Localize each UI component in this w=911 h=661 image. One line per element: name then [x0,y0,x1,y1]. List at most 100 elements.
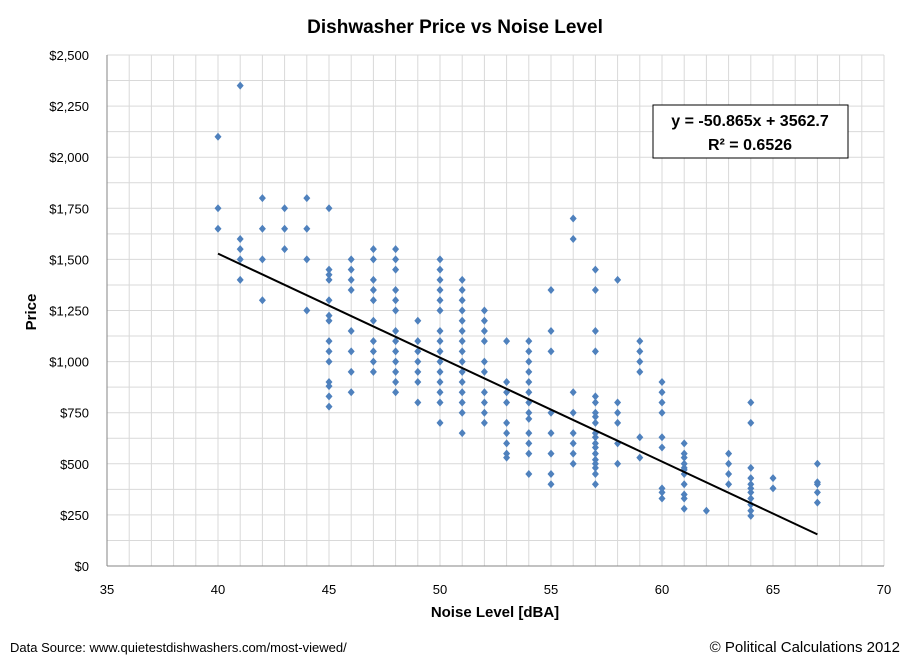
data-point [458,388,466,397]
data-point [436,337,444,346]
data-point [525,378,533,387]
x-tick-label: 35 [100,582,114,597]
data-point [458,316,466,325]
copyright-note: © Political Calculations 2012 [710,639,900,656]
data-point [591,412,599,421]
data-point [702,506,710,515]
data-point [214,224,222,233]
data-point [525,414,533,423]
data-point [325,402,333,411]
data-point [347,255,355,264]
data-point [503,378,511,387]
data-point [525,357,533,366]
data-point [569,449,577,458]
data-point [325,204,333,213]
data-point [392,255,400,264]
data-point [325,316,333,325]
data-point [525,367,533,376]
data-point [680,449,688,458]
data-point [392,265,400,274]
data-point [747,488,755,497]
data-point [458,286,466,295]
data-point [569,234,577,243]
data-point [392,357,400,366]
data-point [480,326,488,335]
data-point [480,418,488,427]
trendline-equation: y = -50.865x + 3562.7 [671,113,829,130]
data-point [236,245,244,254]
data-point [258,224,266,233]
data-point [436,398,444,407]
data-point [414,357,422,366]
data-point [436,347,444,356]
data-point [591,433,599,442]
data-point [303,224,311,233]
data-point [525,429,533,438]
data-point [658,388,666,397]
y-tick-label: $250 [60,508,89,523]
data-source-note: Data Source: www.quietestdishwashers.com… [10,640,347,655]
data-point [614,398,622,407]
data-point [636,337,644,346]
data-point [569,408,577,417]
data-point [680,504,688,513]
data-point [436,286,444,295]
data-point [392,378,400,387]
data-point [458,398,466,407]
data-point [591,265,599,274]
data-point [458,326,466,335]
data-point [614,418,622,427]
chart-title: Dishwasher Price vs Noise Level [307,17,603,38]
data-point [392,388,400,397]
data-point [458,275,466,284]
data-point [392,337,400,346]
data-point [503,337,511,346]
data-point [214,204,222,213]
data-point [569,429,577,438]
data-point [436,378,444,387]
data-point [480,316,488,325]
data-point [303,194,311,203]
data-point [414,367,422,376]
data-point [680,490,688,499]
data-point [658,408,666,417]
data-point [747,494,755,503]
data-point [458,408,466,417]
trendline [217,252,818,536]
data-point [503,453,511,462]
data-point [414,378,422,387]
data-point [369,286,377,295]
data-point [569,214,577,223]
x-tick-label: 40 [211,582,225,597]
data-point [769,484,777,493]
data-point [436,367,444,376]
data-point [458,337,466,346]
data-point [525,408,533,417]
data-point [680,480,688,489]
data-point [347,347,355,356]
data-point [392,245,400,254]
data-point [325,311,333,320]
data-point [680,439,688,448]
data-point [636,367,644,376]
data-point [480,408,488,417]
data-point [725,470,733,479]
data-point [369,357,377,366]
data-point [347,388,355,397]
data-point [303,306,311,315]
x-tick-label: 60 [655,582,669,597]
data-point [503,439,511,448]
data-point [480,367,488,376]
data-point [569,459,577,468]
x-tick-label: 55 [544,582,558,597]
data-point [392,286,400,295]
data-point [236,275,244,284]
data-point [392,306,400,315]
data-point [591,398,599,407]
data-point [591,480,599,489]
data-point [325,275,333,284]
data-point [436,306,444,315]
data-point [547,470,555,479]
data-point [658,443,666,452]
y-tick-label: $1,250 [49,304,89,319]
